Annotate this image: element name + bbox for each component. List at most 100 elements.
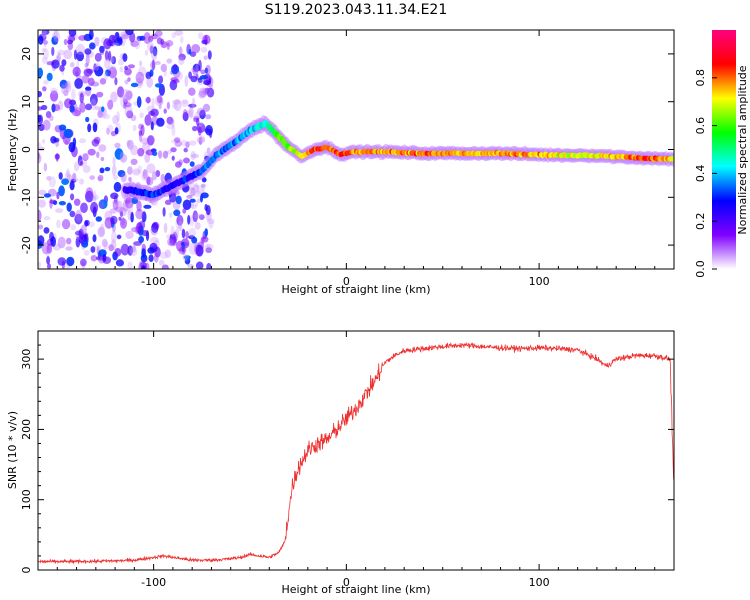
noise-blob: [118, 207, 127, 217]
noise-blob: [102, 113, 111, 120]
noise-blob: [42, 119, 51, 131]
figure-title: S119.2023.043.11.34.E21: [265, 2, 448, 18]
noise-blob: [114, 127, 119, 135]
noise-blob: [191, 67, 196, 73]
noise-blob: [203, 80, 212, 86]
noise-blob: [154, 83, 163, 88]
noise-blob: [194, 222, 201, 230]
noise-blob: [49, 115, 54, 122]
noise-blob: [55, 208, 64, 214]
noise-blob: [162, 207, 166, 217]
noise-blob: [80, 224, 87, 235]
noise-blob: [166, 101, 171, 110]
noise-blob: [85, 116, 90, 123]
noise-blob: [52, 30, 58, 39]
noise-blob: [138, 236, 145, 243]
noise-blob: [46, 175, 52, 181]
noise-blob: [161, 264, 169, 269]
noise-blob: [160, 41, 168, 49]
noise-blob: [179, 36, 184, 44]
noise-blob: [104, 58, 111, 69]
noise-blob: [150, 60, 156, 70]
noise-blob: [107, 124, 114, 133]
noise-blob: [38, 106, 43, 111]
noise-blob: [112, 42, 120, 47]
noise-blob: [58, 185, 65, 197]
noise-blob: [150, 121, 154, 131]
noise-blob: [107, 65, 116, 72]
noise-blob: [165, 40, 174, 47]
noise-blob: [124, 102, 132, 108]
noise-blob: [141, 211, 147, 223]
noise-blob: [178, 220, 182, 231]
noise-blob: [87, 148, 96, 156]
noise-blob: [84, 62, 89, 68]
noise-blob: [198, 135, 205, 143]
noise-blob: [125, 199, 131, 204]
noise-blob: [171, 125, 176, 137]
noise-blob: [104, 167, 111, 172]
noise-blob: [51, 59, 60, 69]
noise-blob: [70, 224, 77, 231]
noise-blob: [115, 200, 123, 213]
noise-blob: [191, 44, 201, 54]
noise-blob: [172, 63, 178, 72]
noise-blob: [139, 112, 144, 119]
noise-blob: [61, 178, 69, 185]
noise-blob: [148, 254, 154, 262]
noise-blob: [164, 172, 172, 184]
noise-blob: [74, 107, 82, 117]
noise-blob: [102, 256, 112, 264]
noise-blob: [50, 236, 56, 247]
y-tick-label: 0: [20, 146, 33, 153]
noise-blob: [95, 216, 103, 222]
noise-blob: [149, 242, 158, 252]
snr-marks: [38, 341, 674, 565]
noise-blob: [199, 109, 206, 120]
noise-blob: [74, 213, 83, 225]
noise-blob: [94, 52, 102, 62]
noise-blob: [205, 64, 211, 75]
colorbar-gradient: [712, 30, 736, 269]
noise-blob: [80, 161, 84, 166]
noise-blob: [103, 38, 112, 50]
noise-blob: [172, 99, 181, 105]
noise-blob: [131, 226, 139, 233]
noise-blob: [195, 185, 204, 195]
y-tick-label: 100: [20, 489, 33, 510]
noise-blob: [146, 176, 151, 186]
noise-blob: [69, 62, 75, 68]
noise-blob: [109, 208, 118, 214]
noise-blob: [45, 111, 52, 119]
noise-blob: [204, 155, 210, 162]
noise-blob: [122, 94, 128, 103]
noise-blob: [127, 166, 133, 175]
noise-blob: [207, 218, 215, 225]
noise-blob: [115, 206, 125, 213]
noise-blob: [73, 177, 79, 182]
noise-blob: [68, 142, 76, 153]
noise-blob: [162, 150, 169, 159]
noise-blob: [128, 176, 132, 182]
noise-blob: [166, 124, 175, 130]
noise-blob: [130, 158, 138, 165]
spectrogram-x-ticks: -100 0 100: [56, 30, 675, 288]
noise-blob: [206, 87, 215, 98]
snr-panel: -100 0 100 0 100 200 300 Height of straight l…: [6, 330, 675, 596]
noise-blob: [171, 119, 175, 127]
noise-blob: [163, 66, 167, 77]
noise-blob: [38, 91, 42, 98]
noise-blob: [110, 239, 117, 251]
noise-blob: [208, 220, 214, 229]
noise-blob: [38, 261, 42, 269]
noise-blob: [90, 93, 98, 106]
noise-blob: [158, 104, 162, 110]
noise-blob: [147, 135, 155, 146]
noise-blob: [152, 46, 158, 57]
noise-blob: [181, 244, 187, 255]
noise-blob: [79, 178, 84, 185]
noise-blob: [58, 201, 66, 206]
x-tick-label: 100: [529, 576, 550, 589]
noise-blob: [188, 140, 197, 146]
